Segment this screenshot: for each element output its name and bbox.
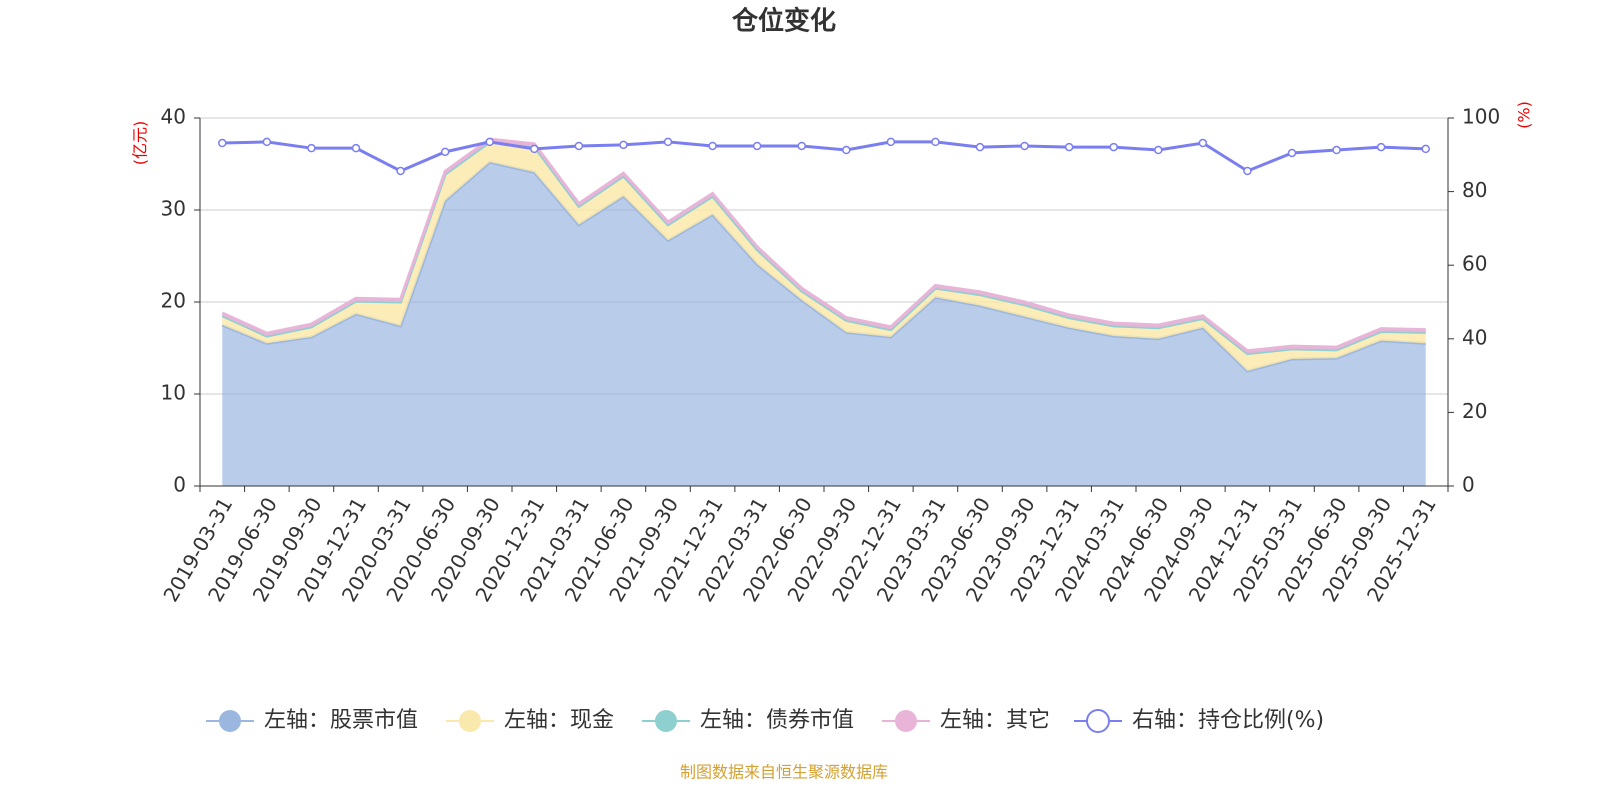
y-tick-label: 10 [161, 381, 186, 405]
ratio-point [1421, 144, 1430, 154]
ratio-point [1376, 142, 1386, 152]
ratio-point [797, 141, 806, 151]
chart-title: 仓位变化 [731, 6, 836, 37]
y-tick-label: 30 [161, 197, 186, 221]
ratio-point [752, 141, 762, 151]
y-tick-label: 40 [161, 105, 186, 129]
ratio-point [218, 138, 227, 148]
ratio-point [708, 141, 717, 151]
ratio-point [574, 141, 584, 151]
y2-tick-label: 0 [1462, 473, 1475, 497]
y2-tick-label: 60 [1462, 252, 1487, 276]
legend-label: 左轴：股票市值 [264, 708, 418, 733]
ratio-point [975, 142, 985, 152]
area-line [221, 160, 1426, 373]
y2-tick-label: 100 [1462, 105, 1500, 129]
y2-tick-label: 80 [1462, 178, 1487, 202]
legend-marker [895, 710, 917, 732]
y2-tick-label: 20 [1462, 399, 1487, 423]
ratio-point [440, 147, 450, 157]
area-fill [222, 162, 1426, 486]
ratio-point [1154, 145, 1163, 155]
ratio-point [619, 140, 628, 150]
ratio-point [1198, 138, 1208, 148]
ratio-point [351, 143, 361, 153]
ratio-point [886, 137, 896, 147]
legend-label: 左轴：债券市值 [700, 708, 854, 733]
ratio-point [1109, 142, 1118, 152]
ratio-point [307, 143, 316, 153]
legend-marker [459, 710, 481, 732]
legend-label: 左轴：现金 [504, 708, 614, 733]
ratio-point [396, 166, 405, 176]
ratio-point [1287, 148, 1297, 158]
legend-marker [1086, 709, 1110, 733]
legend-label: 右轴：持仓比例(%) [1132, 708, 1324, 733]
ratio-point [1064, 142, 1074, 152]
y2-axis-label: (%) [1515, 101, 1534, 129]
source-note: 制图数据来自恒生聚源数据库 [680, 763, 888, 782]
ratio-point [1020, 141, 1029, 151]
y-tick-label: 20 [161, 289, 186, 313]
y2-tick-label: 40 [1462, 325, 1487, 349]
ratio-point [1332, 145, 1341, 155]
legend-label: 左轴：其它 [940, 708, 1050, 733]
ratio-point [842, 145, 851, 155]
ratio-line [222, 140, 1426, 173]
ratio-point [530, 144, 539, 154]
ratio-point [931, 137, 940, 147]
y-tick-label: 0 [173, 473, 186, 497]
legend-marker [219, 710, 241, 732]
ratio-point [663, 137, 673, 147]
legend-marker [655, 710, 677, 732]
ratio-point [262, 137, 272, 147]
ratio-point [485, 137, 494, 147]
y-axis-label: (亿元) [131, 121, 150, 166]
area-line [221, 137, 1426, 353]
ratio-point [1243, 166, 1252, 176]
